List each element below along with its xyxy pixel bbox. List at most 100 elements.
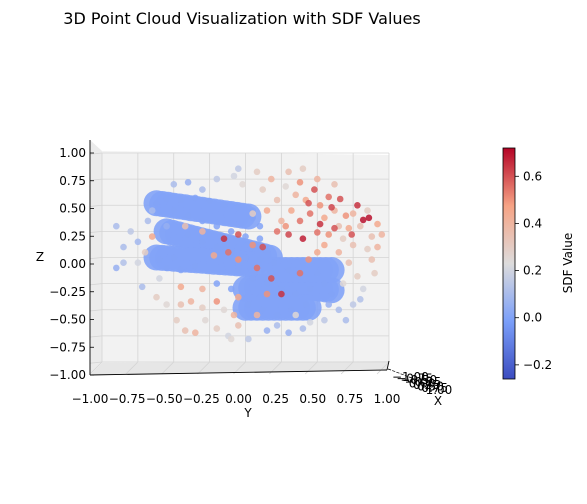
scatter-point [235, 165, 242, 172]
scatter-point [302, 301, 310, 308]
scatter-point [285, 168, 292, 176]
x-tick-label: −0.25 [405, 375, 442, 389]
z-tick-label: 0.25 [59, 229, 86, 243]
scatter-point [349, 301, 357, 308]
y-tick-label: −0.50 [146, 392, 183, 406]
cluster-disc [295, 294, 322, 321]
y-tick-label: 0.75 [337, 392, 364, 406]
scatter-point [278, 290, 285, 298]
scatter-point [253, 311, 261, 319]
x-tick-label: 0.75 [421, 381, 448, 395]
scatter-point [134, 259, 142, 267]
x-tick-label: 0.50 [417, 380, 444, 394]
scatter-point [173, 316, 180, 324]
scatter-point [170, 207, 178, 214]
scatter-point [339, 280, 347, 287]
scatter-point [296, 217, 304, 225]
colorbar-tick-label: 0.4 [523, 216, 542, 230]
y-tick-label: −0.75 [109, 392, 146, 406]
scatter-point [365, 214, 373, 222]
x-tick-label: −0.50 [400, 373, 437, 387]
scatter-point [163, 195, 170, 203]
scatter-point [192, 262, 199, 270]
scatter-point [253, 168, 261, 176]
z-tick-label: 0.75 [59, 174, 86, 188]
scatter-point [163, 264, 170, 272]
scatter-point [263, 280, 271, 287]
grid-line-side [89, 178, 103, 181]
grid-line-side [89, 204, 103, 207]
grid-line-side [89, 283, 103, 286]
scatter-point [199, 217, 206, 225]
x-tick-label: −0.75 [396, 372, 433, 386]
scatter-point [199, 186, 206, 193]
scatter-point [374, 243, 381, 251]
z-tick-label: 0.50 [59, 202, 86, 216]
x-axis-line [386, 360, 390, 371]
scatter-point [210, 252, 218, 259]
scatter-point [256, 256, 264, 263]
scatter-point [163, 222, 170, 230]
scatter-point [156, 256, 163, 263]
scatter-point [374, 220, 381, 228]
scatter-point [230, 311, 238, 319]
scatter-point [306, 319, 314, 326]
scatter-point [368, 233, 376, 240]
scatter-point [213, 175, 221, 183]
scatter-point [245, 301, 252, 308]
scatter-point [113, 264, 120, 272]
x-tick-label: −1.00 [392, 370, 429, 384]
colorbar-ticks: −0.2 0.0 0.2 0.4 0.6 [515, 169, 552, 372]
y-tick-label: 1.00 [374, 392, 401, 406]
scatter-point [335, 306, 343, 314]
z-tick-label: 1.00 [59, 146, 86, 160]
scatter-point [325, 301, 333, 308]
scatter-point [213, 243, 221, 251]
scatter-point [273, 311, 281, 319]
scatter-point [348, 231, 356, 238]
scatter-point [331, 224, 338, 232]
y-axis-label: Y [243, 406, 252, 420]
cluster-disc [318, 257, 345, 283]
x-tick-mark [417, 379, 421, 382]
z-tick-label: 0.00 [59, 257, 86, 271]
scatter-point [235, 231, 242, 238]
scatter-point [177, 266, 185, 274]
chart-title: 3D Point Cloud Visualization with SDF Va… [63, 9, 420, 28]
x-tick-mark [413, 378, 417, 380]
grid-line-floor [233, 361, 246, 375]
scatter-point [321, 316, 328, 324]
scatter-point [296, 269, 304, 277]
grid-line-side [89, 335, 103, 338]
grid-line-side [89, 230, 103, 233]
scatter-point [120, 243, 127, 251]
x-tick-mark [400, 373, 404, 376]
scatter-point [245, 335, 252, 343]
scatter-point [285, 266, 292, 274]
scatter-point [213, 325, 221, 332]
scatter-point [220, 202, 228, 209]
scatter-point [170, 181, 178, 188]
scatter-point [359, 285, 367, 293]
x-tick-label: 0.25 [413, 378, 440, 392]
scatter-point [342, 212, 350, 219]
scatter-point [181, 222, 189, 230]
grid-line-side [89, 361, 103, 364]
y-tick-label: 0.25 [262, 392, 289, 406]
scatter-point [184, 179, 192, 186]
scatter-point [153, 293, 160, 301]
scatter-point [368, 256, 376, 263]
scatter-point [156, 275, 163, 282]
scatter-point [321, 214, 328, 222]
scatter-point [259, 186, 267, 193]
scatter-point [345, 259, 353, 267]
scatter-point [263, 249, 271, 256]
grid-line-side [89, 257, 103, 260]
z-axis-ticks: −1.00 −0.75 −0.50 −0.25 0.00 0.25 0.50 0.75 1.00 [49, 146, 94, 382]
scatter-point [306, 285, 314, 293]
x-axis-label: X [434, 394, 442, 408]
z-tick-label: −1.00 [49, 368, 86, 382]
y-tick-label: −0.25 [183, 392, 220, 406]
y-tick-label: 0.00 [225, 392, 252, 406]
